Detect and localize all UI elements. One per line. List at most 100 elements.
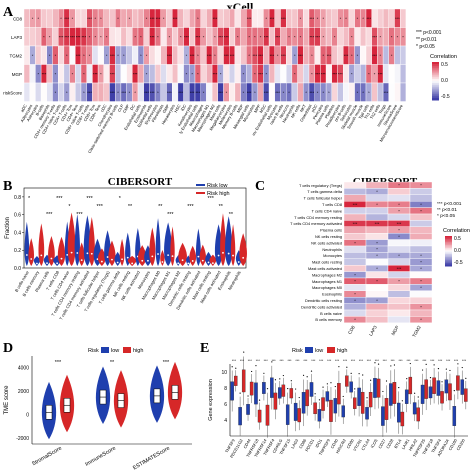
- xcell-cell: [23, 8, 30, 28]
- xcell-colorbar-step: [432, 69, 439, 72]
- xcell-significance: ***: [150, 16, 155, 21]
- violin-median-point: [86, 252, 89, 255]
- xcell-cell: [109, 8, 116, 28]
- xcell-cell: [303, 64, 310, 84]
- gene-box-high: [313, 402, 317, 415]
- xcell-cell: [228, 64, 236, 84]
- gene-label: HHLA2: [408, 437, 419, 451]
- violin-median-point: [167, 254, 170, 257]
- xcell-significance: *: [134, 34, 136, 39]
- gene-outlier: [346, 366, 348, 368]
- xcell-cell: [354, 64, 361, 84]
- xcell-significance: ***: [270, 53, 275, 58]
- gene-box-low: [460, 379, 464, 395]
- cibersort-heatmap-significance: *: [420, 208, 422, 213]
- xcell-cell: [382, 64, 390, 84]
- xcell-cell: [268, 64, 276, 84]
- cibersort-heatmap-row-label: Mast cells resting: [312, 260, 342, 265]
- xcell-cell: [268, 27, 276, 47]
- xcell-significance: ***: [310, 90, 315, 95]
- gene-outlier: [354, 388, 356, 390]
- xcell-cell: [394, 45, 401, 65]
- xcell-significance: ***: [42, 71, 47, 76]
- violin-median-point: [161, 261, 164, 263]
- gene-label: LAIR1: [400, 437, 410, 450]
- cibersort-heatmap-row-label: T cells gamma delta: [307, 189, 343, 194]
- xcell-colorbar-step: [432, 96, 439, 99]
- xcell-significance: ***: [213, 16, 218, 21]
- xcell-colorbar-step: [432, 62, 439, 65]
- violin-median-point: [116, 261, 119, 264]
- xcell-column-label: B-cells: [34, 104, 44, 117]
- cibersort-colorbar-step: [445, 240, 452, 243]
- xcell-cell: [217, 45, 224, 65]
- xcell-significance: *: [89, 34, 91, 39]
- xcell-column-label: MSC: [258, 103, 267, 113]
- xcell-cell: [348, 8, 355, 28]
- tme-significance: **: [110, 360, 115, 366]
- xcell-significance: *: [94, 16, 96, 21]
- violin-median-point: [111, 258, 113, 261]
- cibersort-colorbar-step: [445, 263, 452, 265]
- xcell-cell: [103, 8, 110, 28]
- xcell-cell: [228, 27, 236, 47]
- violin-median-point: [177, 262, 180, 265]
- cibersort-colorbar-step: [445, 251, 452, 253]
- xcell-cell: [280, 64, 287, 84]
- gene-significance: ***: [351, 359, 356, 363]
- xcell-cell: [331, 82, 338, 102]
- xcell-significance: ***: [264, 90, 269, 95]
- xcell-significance: *: [288, 34, 290, 39]
- xcell-significance: *: [300, 34, 302, 39]
- cibersort-heatmap-significance: *: [420, 304, 422, 309]
- cibersort-heatmap-cell: [343, 284, 367, 292]
- gene-significance: ***: [311, 359, 316, 363]
- xcell-significance: *: [243, 90, 245, 95]
- violin-median-point: [171, 255, 174, 258]
- cibersort-heatmap-cell: [365, 316, 389, 323]
- violin-median-point: [106, 256, 109, 258]
- violin-median-point: [141, 259, 144, 262]
- gene-outlier: [441, 381, 443, 383]
- xcell-row-label: CD8: [13, 16, 22, 21]
- cibersort-heatmap-row-label: B cells naive: [320, 311, 342, 316]
- xcell-colorbar-step: [432, 73, 439, 76]
- violin-median-point: [187, 262, 190, 265]
- violin-median-point: [157, 253, 159, 255]
- cibersort-heatmap-cell: [365, 290, 389, 298]
- cibersort-heatmap-significance: *: [376, 279, 378, 284]
- violin-median-point: [60, 257, 63, 260]
- violin-risk-low: [74, 214, 80, 266]
- violin-median-point: [197, 255, 200, 258]
- xcell-significance: *: [214, 53, 216, 58]
- violin-risk-low: [125, 232, 131, 266]
- xcell-cell: [234, 45, 241, 65]
- cibersort-heatmap-cell: [409, 290, 433, 298]
- cibersort-heatmap-cell: [409, 194, 433, 202]
- gene-box-low: [278, 387, 282, 399]
- xcell-column-label: HSC: [173, 103, 182, 113]
- cibersort-heatmap-cell: [343, 303, 367, 311]
- xcell-significance: ***: [258, 53, 263, 58]
- xcell-significance: *: [72, 71, 74, 76]
- gene-outlier: [377, 363, 380, 365]
- violin-risk-high: [230, 224, 236, 266]
- cibersort-heatmap-row-label: T cells CD8: [322, 202, 342, 207]
- xcell-cell: [120, 64, 127, 84]
- xcell-cell: [274, 64, 281, 84]
- cibersort-heatmap-significance: *: [420, 260, 422, 265]
- gene-box-high: [241, 369, 246, 393]
- cibersort-heatmap-cell: [387, 296, 411, 304]
- gene-box-low: [270, 377, 274, 398]
- tme-ytick-label: 4000: [18, 366, 29, 372]
- violin-risk-high: [199, 244, 206, 266]
- xcell-significance: *: [260, 34, 262, 39]
- xcell-significance: *: [123, 53, 125, 58]
- xcell-sig-legend-item: *** p<0.001: [416, 30, 442, 36]
- xcell-significance: ***: [87, 16, 92, 21]
- tme-legend-high-label: high: [133, 348, 143, 354]
- cibersort-heatmap-significance: ***: [397, 221, 402, 226]
- xcell-significance: ***: [167, 53, 172, 58]
- violin-median-point: [207, 261, 210, 264]
- xcell-significance: ***: [253, 53, 258, 58]
